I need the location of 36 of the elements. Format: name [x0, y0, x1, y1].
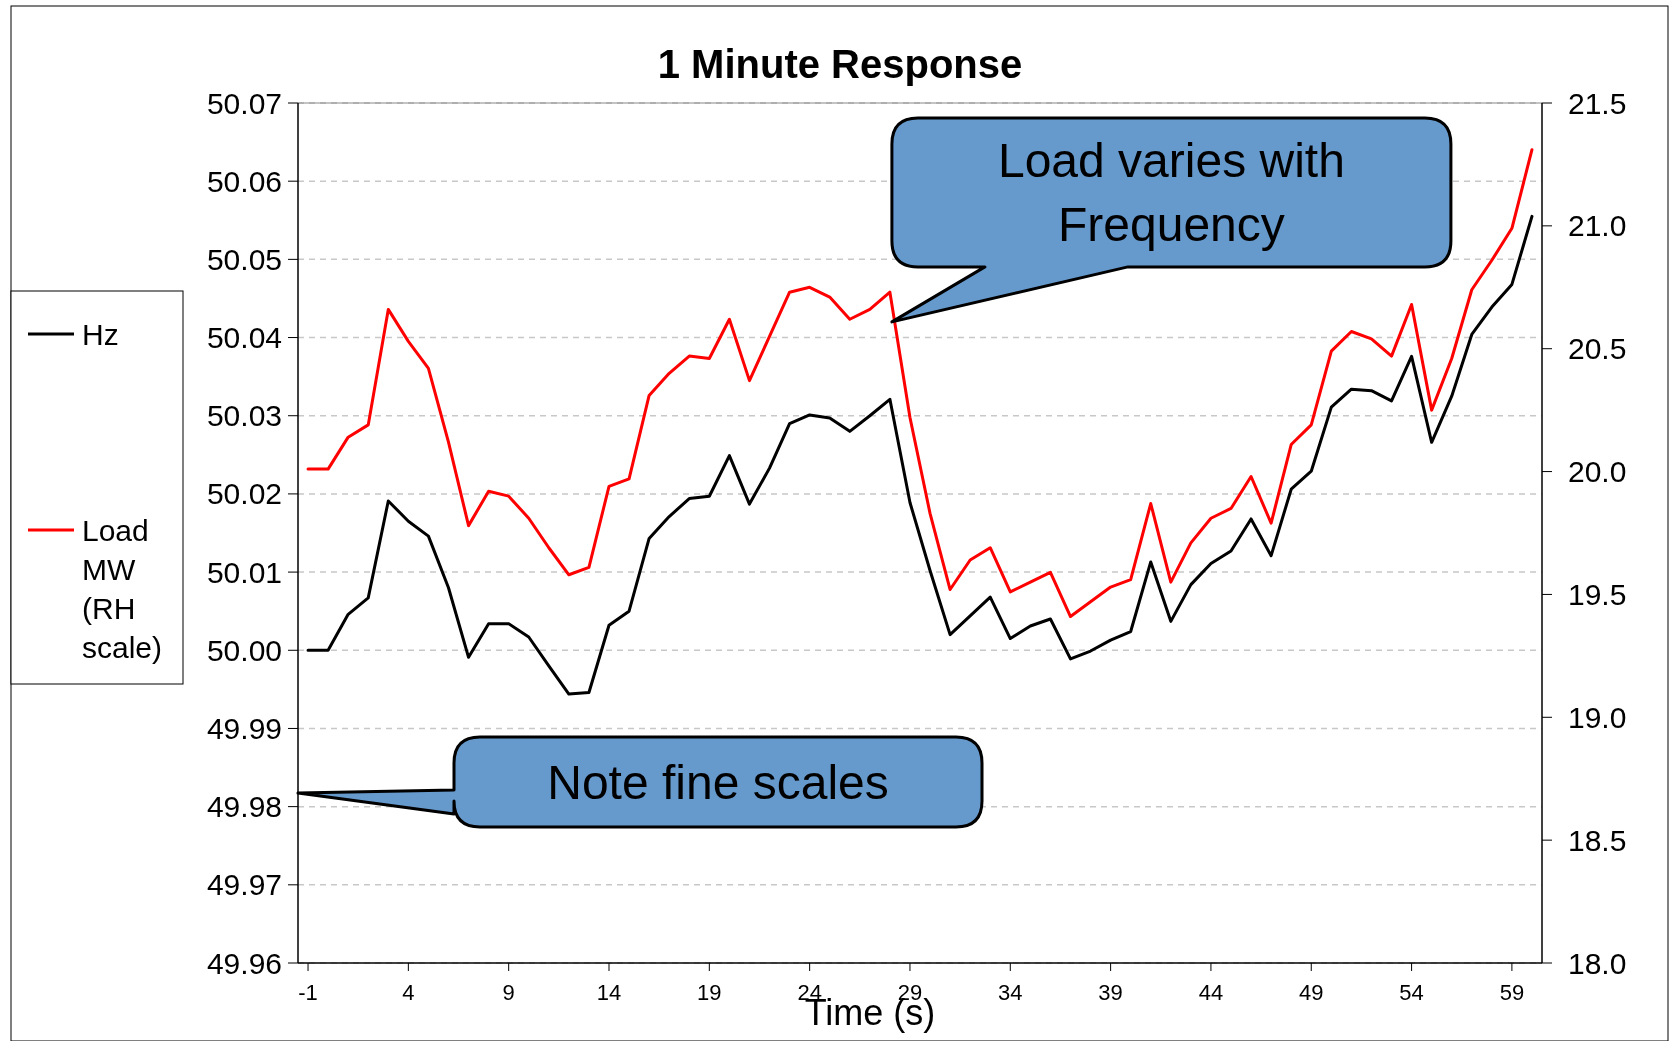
- x-tick-label: 34: [998, 980, 1023, 1005]
- chart-title: 1 Minute Response: [657, 42, 1023, 86]
- x-tick-label: -1: [298, 980, 318, 1005]
- y2-tick-label: 21.0: [1568, 209, 1627, 243]
- y-tick-label: 50.01: [206, 555, 282, 589]
- y-tick-label: 50.06: [206, 164, 282, 198]
- y-tick-label: 50.00: [206, 633, 282, 667]
- y2-tick-label: 18.0: [1568, 946, 1627, 980]
- annotation: Load varies with Frequency: [997, 134, 1345, 252]
- x-tick-label: 39: [1098, 980, 1123, 1005]
- x-tick-label: 59: [1499, 980, 1525, 1005]
- x-tick-label: 14: [596, 980, 622, 1005]
- x-tick-label: 9: [502, 980, 515, 1005]
- y-tick-label: 49.96: [206, 946, 282, 980]
- x-tick-label: 44: [1198, 980, 1224, 1005]
- y2-tick-label: 19.5: [1568, 577, 1627, 611]
- y-tick-label: 50.03: [206, 399, 282, 433]
- y-tick-label: 50.05: [206, 242, 282, 276]
- y2-tick-label: 21.5: [1568, 86, 1627, 120]
- y2-tick-label: 19.0: [1568, 700, 1627, 734]
- y2-tick-label: 20.0: [1568, 455, 1627, 489]
- annotation: Note fine scales: [547, 755, 889, 809]
- y-tick-label: 50.02: [206, 477, 282, 511]
- y2-tick-label: 18.5: [1568, 823, 1627, 857]
- x-tick-label: 49: [1299, 980, 1324, 1005]
- y-tick-label: 49.99: [206, 711, 282, 745]
- y2-tick-label: 20.5: [1568, 332, 1627, 366]
- x-tick-label: 54: [1399, 980, 1424, 1005]
- y-tick-label: 50.07: [206, 86, 282, 120]
- y-tick-label: 49.98: [206, 790, 282, 824]
- x-tick-label: 4: [402, 980, 415, 1005]
- y-tick-label: 49.97: [206, 868, 282, 902]
- y-tick-label: 50.04: [206, 321, 282, 355]
- legend-label: Load MW (RH scale): [82, 513, 163, 664]
- x-tick-label: 19: [697, 980, 722, 1005]
- legend-label: Hz: [82, 317, 119, 351]
